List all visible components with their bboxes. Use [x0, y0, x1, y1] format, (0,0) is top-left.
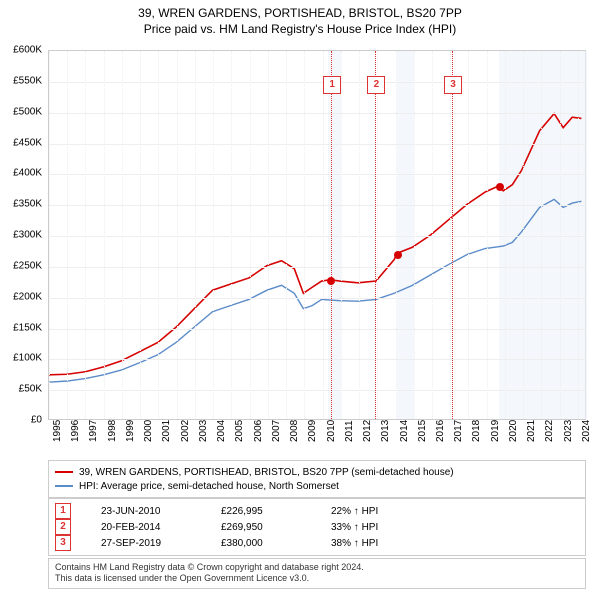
event-date: 27-SEP-2019 — [101, 538, 191, 549]
x-tick-label: 2009 — [307, 420, 318, 442]
x-tick-label: 2007 — [271, 420, 282, 442]
x-tick-label: 2010 — [326, 420, 337, 442]
x-tick-label: 2023 — [563, 420, 574, 442]
x-axis-labels: 1995 1996 1997 1998 1999 2000 2001 2002 2003 2004… — [48, 422, 586, 462]
footnote: Contains HM Land Registry data © Crown c… — [48, 558, 586, 589]
event-row: 3 27-SEP-2019 £380,000 38% ↑ HPI — [55, 535, 579, 551]
legend-swatch — [55, 471, 73, 473]
x-tick-label: 2015 — [417, 420, 428, 442]
y-tick-label: £150K — [13, 322, 42, 333]
x-tick-label: 2014 — [399, 420, 410, 442]
y-tick-label: £450K — [13, 137, 42, 148]
x-tick-label: 2013 — [380, 420, 391, 442]
chart-title: 39, WREN GARDENS, PORTISHEAD, BRISTOL, B… — [0, 0, 600, 37]
event-delta: 33% ↑ HPI — [331, 522, 411, 533]
x-tick-label: 2005 — [234, 420, 245, 442]
y-tick-label: £200K — [13, 291, 42, 302]
legend-swatch — [55, 485, 73, 487]
x-tick-label: 2003 — [198, 420, 209, 442]
event-row: 1 23-JUN-2010 £226,995 22% ↑ HPI — [55, 503, 579, 519]
x-tick-label: 2024 — [581, 420, 592, 442]
title-line-1: 39, WREN GARDENS, PORTISHEAD, BRISTOL, B… — [0, 6, 600, 22]
events-table: 1 23-JUN-2010 £226,995 22% ↑ HPI 2 20-FEB-201… — [48, 498, 586, 556]
x-tick-label: 2006 — [253, 420, 264, 442]
chart-area: 1 2 3 — [48, 50, 586, 420]
x-tick-label: 2004 — [216, 420, 227, 442]
legend-label: HPI: Average price, semi-detached house,… — [79, 481, 339, 492]
x-tick-label: 2021 — [526, 420, 537, 442]
event-delta: 22% ↑ HPI — [331, 506, 411, 517]
event-price: £226,995 — [221, 506, 301, 517]
event-row: 2 20-FEB-2014 £269,950 33% ↑ HPI — [55, 519, 579, 535]
x-tick-label: 2011 — [344, 420, 355, 442]
y-tick-label: £550K — [13, 75, 42, 86]
event-delta: 38% ↑ HPI — [331, 538, 411, 549]
legend-item: HPI: Average price, semi-detached house,… — [55, 479, 579, 493]
legend: 39, WREN GARDENS, PORTISHEAD, BRISTOL, B… — [48, 460, 586, 498]
x-tick-label: 1996 — [70, 420, 81, 442]
title-line-2: Price paid vs. HM Land Registry's House … — [0, 22, 600, 38]
x-tick-label: 2019 — [490, 420, 501, 442]
event-marker-line — [452, 51, 453, 419]
y-tick-label: £50K — [19, 384, 42, 395]
x-tick-label: 2017 — [453, 420, 464, 442]
legend-label: 39, WREN GARDENS, PORTISHEAD, BRISTOL, B… — [79, 467, 454, 478]
y-tick-label: £600K — [13, 45, 42, 56]
series-line — [49, 199, 581, 382]
price-marker — [327, 277, 335, 285]
x-tick-label: 2000 — [143, 420, 154, 442]
event-date: 20-FEB-2014 — [101, 522, 191, 533]
event-marker-box: 3 — [444, 76, 462, 94]
y-tick-label: £100K — [13, 353, 42, 364]
x-tick-label: 1995 — [52, 420, 63, 442]
y-tick-label: £400K — [13, 168, 42, 179]
event-price: £380,000 — [221, 538, 301, 549]
event-marker-box: 1 — [323, 76, 341, 94]
x-tick-label: 2018 — [471, 420, 482, 442]
x-tick-label: 2002 — [180, 420, 191, 442]
event-number: 2 — [55, 519, 71, 535]
y-tick-label: £500K — [13, 106, 42, 117]
x-tick-label: 1997 — [88, 420, 99, 442]
x-tick-label: 2020 — [508, 420, 519, 442]
event-number: 1 — [55, 503, 71, 519]
x-tick-label: 2022 — [544, 420, 555, 442]
footnote-line-1: Contains HM Land Registry data © Crown c… — [55, 562, 579, 573]
event-date: 23-JUN-2010 — [101, 506, 191, 517]
footnote-line-2: This data is licensed under the Open Gov… — [55, 573, 579, 584]
event-marker-line — [331, 51, 332, 419]
price-marker — [496, 183, 504, 191]
event-marker-box: 2 — [367, 76, 385, 94]
y-tick-label: £0 — [31, 415, 42, 426]
y-axis-labels: £0£50K£100K£150K£200K£250K£300K£350K£400… — [0, 50, 46, 420]
x-tick-label: 2001 — [161, 420, 172, 442]
x-tick-label: 2008 — [289, 420, 300, 442]
event-marker-line — [375, 51, 376, 419]
legend-item: 39, WREN GARDENS, PORTISHEAD, BRISTOL, B… — [55, 465, 579, 479]
x-tick-label: 2016 — [435, 420, 446, 442]
x-tick-label: 2012 — [362, 420, 373, 442]
x-tick-label: 1998 — [107, 420, 118, 442]
y-tick-label: £300K — [13, 230, 42, 241]
x-tick-label: 1999 — [125, 420, 136, 442]
series-line — [49, 114, 581, 375]
y-tick-label: £250K — [13, 260, 42, 271]
y-tick-label: £350K — [13, 199, 42, 210]
event-price: £269,950 — [221, 522, 301, 533]
price-marker — [394, 251, 402, 259]
event-number: 3 — [55, 535, 71, 551]
